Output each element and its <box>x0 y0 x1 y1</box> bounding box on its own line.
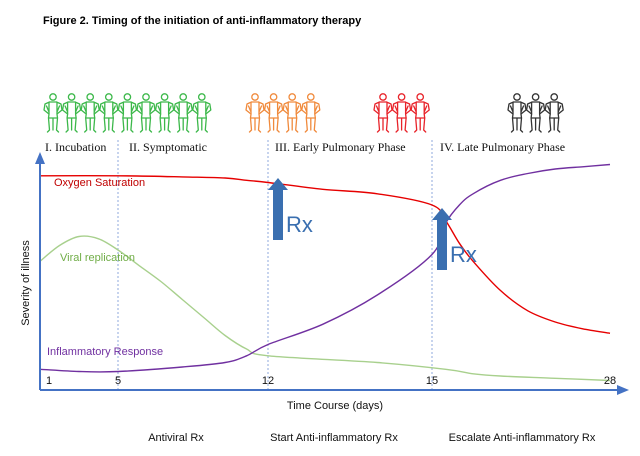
person-icon <box>173 93 193 133</box>
y-axis-arrowhead <box>35 152 45 164</box>
person-icon <box>391 93 412 133</box>
viral-replicationcurve <box>39 235 611 382</box>
inflammatory-responsecurve <box>39 163 611 373</box>
treatment-start-anti-inflammatory: Start Anti-inflammatory Rx <box>270 432 398 444</box>
inflammatory-response-label: Inflammatory Response <box>47 346 163 358</box>
phase-label-late-pulmonary: IV. Late Pulmonary Phase <box>440 140 565 154</box>
person-icon <box>154 93 175 133</box>
person-icon <box>544 93 564 133</box>
rx-label-day-12: Rx <box>286 212 313 237</box>
person-icon <box>136 93 156 133</box>
person-icon <box>192 93 212 133</box>
person-icon <box>525 93 546 133</box>
x-tick-28: 28 <box>604 375 616 387</box>
rx-arrow-day-12 <box>268 178 288 240</box>
rx-arrows: Rx Rx <box>268 178 477 270</box>
rx-label-day-15: Rx <box>450 242 477 267</box>
person-icon <box>43 93 63 133</box>
phase-label-symptomatic: II. Symptomatic <box>129 140 207 154</box>
phase-label-early-pulmonary: III. Early Pulmonary Phase <box>275 140 406 154</box>
person-icon <box>117 93 138 133</box>
y-axis-label: Severity of illness <box>20 240 32 326</box>
person-icon <box>245 93 265 133</box>
viral-replication-label: Viral replication <box>60 252 135 264</box>
person-icon <box>507 93 527 133</box>
oxygen-saturationcurve <box>39 175 611 334</box>
x-tick-15: 15 <box>426 375 438 387</box>
person-icon <box>282 93 302 133</box>
x-tick-1: 1 <box>46 375 52 387</box>
oxygen-saturation-label: Oxygen Saturation <box>54 177 145 189</box>
phase-label-incubation: I. Incubation <box>45 140 106 154</box>
x-axis-label: Time Course (days) <box>287 400 383 412</box>
rx-arrow-day-15 <box>432 208 452 270</box>
phase-dividers <box>117 140 433 390</box>
person-icon <box>61 93 82 133</box>
patient-figures <box>43 93 564 133</box>
person-icon <box>301 93 321 133</box>
x-tick-labels: 1 5 12 15 28 <box>46 375 616 387</box>
treatment-labels: Antiviral Rx Start Anti-inflammatory Rx … <box>148 432 596 444</box>
x-tick-5: 5 <box>115 375 121 387</box>
person-icon <box>80 93 100 133</box>
curves <box>39 163 611 382</box>
x-axis-arrowhead <box>617 385 629 395</box>
person-icon <box>410 93 430 133</box>
curve-labels: Oxygen Saturation Viral replication Infl… <box>47 177 163 358</box>
person-icon <box>373 93 393 133</box>
chart-title: Figure 2. Timing of the initiation of an… <box>43 15 362 27</box>
person-icon <box>99 93 119 133</box>
treatment-antiviral: Antiviral Rx <box>148 432 204 444</box>
axes <box>35 152 629 395</box>
person-icon <box>263 93 284 133</box>
phase-labels: I. Incubation II. Symptomatic III. Early… <box>45 140 565 154</box>
treatment-escalate-anti-inflammatory: Escalate Anti-inflammatory Rx <box>449 432 596 444</box>
x-tick-12: 12 <box>262 375 274 387</box>
